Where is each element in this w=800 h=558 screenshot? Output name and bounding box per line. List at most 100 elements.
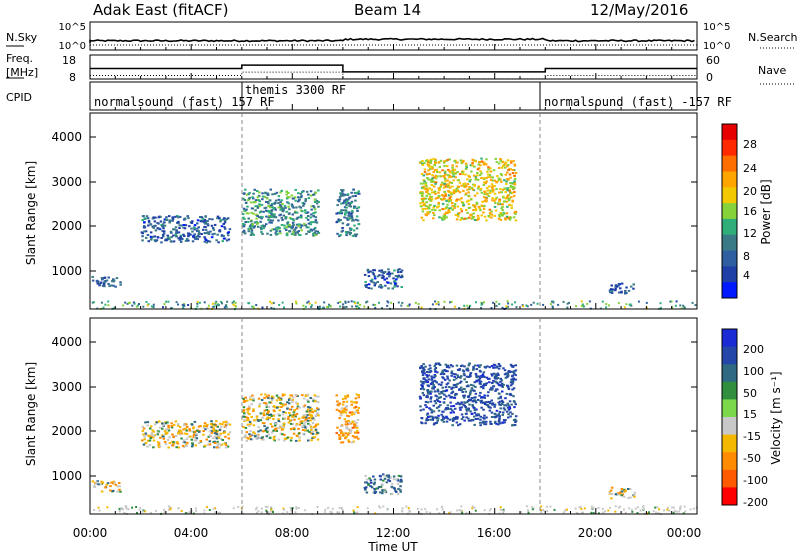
scatter-point	[247, 217, 250, 220]
scatter-point	[221, 423, 224, 426]
scatter-point	[474, 178, 477, 181]
scatter-point	[623, 495, 626, 498]
scatter-point	[511, 388, 514, 391]
ground-scatter-point	[353, 300, 356, 303]
scatter-point	[462, 388, 466, 391]
scatter-point	[313, 201, 317, 203]
scatter-point	[397, 271, 400, 274]
scatter-point	[263, 401, 266, 404]
scatter-point	[463, 374, 466, 377]
scatter-point	[441, 181, 444, 184]
scatter-point	[185, 429, 188, 432]
ground-scatter-point	[214, 302, 217, 305]
scatter-point	[307, 193, 310, 196]
scatter-point	[434, 161, 437, 164]
scatter-point	[510, 204, 513, 207]
scatter-point	[284, 216, 288, 219]
scatter-point	[382, 275, 385, 278]
scatter-point	[306, 218, 310, 221]
scatter-point	[315, 431, 319, 434]
scatter-point	[431, 167, 434, 170]
ground-scatter-point	[449, 301, 451, 304]
ground-scatter-point	[142, 509, 145, 512]
scatter-point	[501, 203, 504, 206]
scatter-point	[316, 423, 320, 426]
scatter-point	[161, 223, 165, 226]
scatter-point	[441, 202, 445, 205]
scatter-point	[465, 375, 469, 378]
scatter-point	[243, 400, 246, 403]
scatter-point	[304, 211, 307, 214]
scatter-point	[297, 225, 300, 228]
scatter-point	[426, 395, 429, 398]
ground-scatter-point	[329, 305, 332, 308]
ground-scatter-point	[323, 510, 326, 513]
scatter-point	[387, 474, 390, 477]
scatter-point	[498, 191, 501, 194]
scatter-point	[421, 210, 425, 213]
scatter-point	[223, 221, 227, 224]
scatter-point	[460, 216, 463, 219]
scatter-point	[461, 369, 465, 372]
nsky-panel: N.Sky 10^5 10^0 10^5 10^0 N.Search	[6, 21, 798, 52]
scatter-point	[419, 387, 423, 390]
scatter-point	[176, 442, 180, 445]
scatter-point	[274, 199, 278, 202]
ground-scatter-point	[304, 509, 307, 512]
scatter-point	[205, 241, 208, 244]
scatter-point	[263, 207, 266, 210]
scatter-point	[437, 161, 441, 164]
ground-scatter-point	[118, 510, 121, 513]
scatter-point	[617, 284, 620, 287]
scatter-point	[158, 426, 162, 429]
scatter-point	[459, 408, 462, 411]
scatter-point	[456, 205, 460, 208]
ground-scatter-point	[420, 508, 423, 511]
scatter-point	[469, 178, 472, 181]
scatter-point	[208, 440, 211, 443]
ground-scatter-point	[675, 300, 678, 303]
scatter-point	[448, 197, 452, 200]
scatter-point	[149, 231, 153, 234]
scatter-point	[257, 435, 260, 438]
scatter-point	[438, 166, 442, 168]
scatter-point	[286, 222, 289, 224]
scatter-point	[250, 403, 253, 406]
scatter-point	[447, 198, 450, 201]
scatter-point	[422, 394, 426, 397]
scatter-point	[453, 375, 456, 378]
scatter-point	[620, 490, 624, 493]
ground-scatter-point	[329, 510, 332, 513]
scatter-point	[242, 225, 246, 228]
scatter-point	[162, 235, 165, 238]
scatter-point	[344, 437, 347, 440]
ground-scatter-point	[241, 505, 244, 508]
scatter-point	[282, 424, 286, 427]
scatter-point	[446, 382, 450, 385]
nsearch-tick-top: 10^5	[703, 22, 730, 33]
scatter-point	[193, 420, 197, 423]
scatter-point	[421, 173, 424, 175]
freq-tick-top: 18	[62, 54, 76, 67]
scatter-point	[206, 423, 209, 426]
scatter-point	[259, 429, 262, 432]
scatter-point	[146, 234, 150, 236]
scatter-point	[436, 197, 439, 199]
scatter-point	[467, 419, 471, 422]
scatter-point	[482, 383, 486, 386]
scatter-point	[477, 185, 480, 188]
scatter-point	[307, 222, 311, 225]
scatter-point	[424, 204, 428, 207]
scatter-point	[490, 210, 493, 213]
scatter-point	[625, 292, 628, 294]
scatter-point	[345, 400, 349, 403]
scatter-point	[312, 212, 315, 215]
scatter-point	[356, 431, 360, 434]
scatter-point	[152, 446, 155, 449]
scatter-point	[458, 191, 462, 194]
scatter-point	[503, 179, 506, 182]
scatter-point	[256, 225, 260, 228]
scatter-point	[491, 179, 494, 182]
scatter-point	[431, 174, 434, 177]
scatter-point	[343, 206, 347, 209]
